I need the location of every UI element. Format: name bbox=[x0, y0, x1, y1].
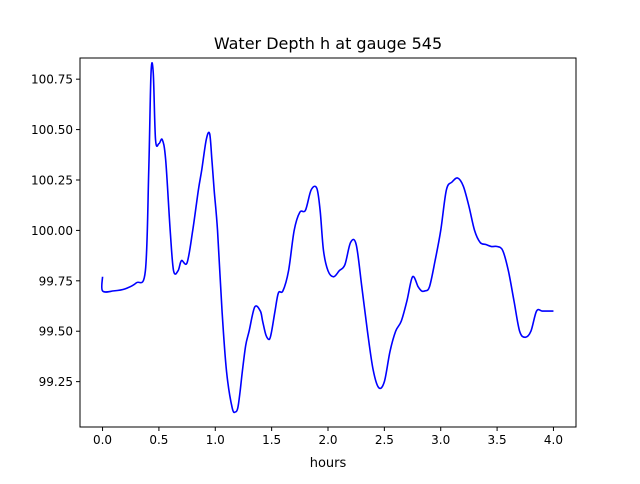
y-tick-label: 99.50 bbox=[39, 325, 73, 339]
x-tick-label: 3.5 bbox=[488, 433, 507, 447]
x-tick-label: 1.0 bbox=[206, 433, 225, 447]
y-tick-label: 100.50 bbox=[31, 123, 73, 137]
plot-data bbox=[100, 62, 554, 414]
x-axis: 0.0 0.5 1.0 1.5 2.0 2.5 3.0 3.5 4.0 bbox=[93, 427, 563, 447]
y-tick-label: 100.25 bbox=[31, 173, 73, 187]
x-tick-label: 4.0 bbox=[544, 433, 563, 447]
y-tick-label: 100.00 bbox=[31, 224, 73, 238]
x-tick-label: 1.5 bbox=[262, 433, 281, 447]
y-tick-label: 99.75 bbox=[39, 274, 73, 288]
x-tick-label: 3.0 bbox=[431, 433, 450, 447]
x-axis-label: hours bbox=[310, 456, 347, 471]
y-tick-label: 99.25 bbox=[39, 375, 73, 389]
x-tick-label: 0.5 bbox=[149, 433, 168, 447]
y-axis: 99.25 99.50 99.75 100.00 100.25 100.50 100.75 bbox=[31, 73, 80, 389]
x-tick-label: 2.5 bbox=[375, 433, 394, 447]
chart-title: Water Depth h at gauge 545 bbox=[214, 34, 442, 53]
y-tick-label: 100.75 bbox=[31, 73, 73, 87]
series-line-0 bbox=[100, 62, 554, 414]
x-tick-label: 0.0 bbox=[93, 433, 112, 447]
x-tick-label: 2.0 bbox=[318, 433, 337, 447]
